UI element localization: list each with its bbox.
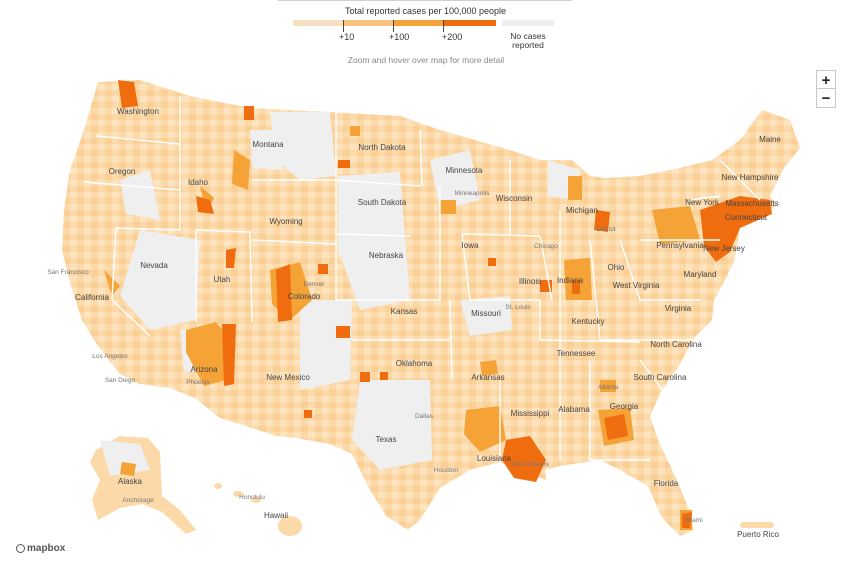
state-label-mississippi: Mississippi — [511, 409, 550, 418]
state-label-new-mexico: New Mexico — [266, 373, 310, 382]
state-label-california: California — [75, 293, 109, 302]
state-label-wyoming: Wyoming — [269, 217, 302, 226]
legend-tick-100 — [393, 20, 394, 32]
state-borders — [83, 96, 761, 470]
state-label-arkansas: Arkansas — [471, 373, 504, 382]
city-label-honolulu: Honolulu — [239, 494, 265, 501]
state-label-florida: Florida — [654, 479, 679, 488]
state-label-connecticut: Connecticut — [725, 213, 768, 222]
zoom-in-label: + — [821, 71, 831, 89]
city-label-chicago: Chicago — [534, 243, 558, 250]
legend-swatch-none — [502, 20, 554, 26]
state-label-puerto-rico: Puerto Rico — [737, 530, 779, 539]
state-label-virginia: Virginia — [665, 304, 692, 313]
mapbox-logo-icon — [16, 544, 25, 553]
state-label-tennessee: Tennessee — [557, 349, 596, 358]
city-label-denver: Denver — [304, 281, 326, 288]
city-label-houston: Houston — [434, 467, 459, 474]
legend-swatch-200 — [443, 20, 496, 26]
state-label-idaho: Idaho — [188, 178, 209, 187]
legend-label-10: +10 — [339, 32, 355, 42]
state-label-alaska: Alaska — [118, 477, 143, 486]
city-label-miami: Miami — [685, 517, 702, 524]
legend-title: Total reported cases per 100,000 people — [344, 6, 507, 16]
legend-swatch-low — [293, 20, 343, 26]
legend-label-100: +100 — [389, 32, 410, 42]
state-label-north-carolina: North Carolina — [650, 340, 702, 349]
city-label-atlanta: Atlanta — [598, 384, 619, 391]
state-label-texas: Texas — [376, 435, 397, 444]
state-label-south-carolina: South Carolina — [634, 373, 687, 382]
city-label-dallas: Dallas — [415, 413, 434, 420]
state-label-washington: Washington — [117, 107, 159, 116]
mapbox-attribution[interactable]: mapbox — [16, 543, 65, 554]
map-hint: Zoom and hover over map for more detail — [347, 55, 505, 65]
legend-swatch-100 — [393, 20, 443, 26]
state-label-north-dakota: North Dakota — [358, 143, 406, 152]
legend-swatch-10 — [343, 20, 393, 26]
city-label-minneapolis: Minneapolis — [455, 190, 490, 197]
city-label-san-francisco: San Francisco — [47, 269, 89, 276]
state-label-kansas: Kansas — [391, 307, 418, 316]
state-label-pennsylvania: Pennsylvania — [656, 241, 704, 250]
state-label-south-dakota: South Dakota — [358, 198, 407, 207]
hawaii-shape — [214, 483, 302, 536]
city-label-phoenix: Phoenix — [186, 379, 210, 386]
state-label-missouri: Missouri — [471, 309, 501, 318]
city-label-san-diego: San Diego — [105, 377, 136, 384]
state-label-michigan: Michigan — [566, 206, 598, 215]
state-label-new-hampshire: New Hampshire — [722, 173, 779, 182]
state-label-indiana: Indiana — [557, 276, 584, 285]
legend-tick-200 — [443, 20, 444, 32]
zoom-out-button[interactable]: − — [816, 88, 836, 108]
state-label-minnesota: Minnesota — [446, 166, 483, 175]
mapbox-logo-label: mapbox — [27, 543, 66, 554]
state-label-alabama: Alabama — [558, 405, 590, 414]
puerto-rico-shape — [740, 522, 774, 528]
city-label-los-angeles: Los Angeles — [92, 353, 128, 360]
state-label-west-virginia: West Virginia — [613, 281, 660, 290]
city-label-anchorage: Anchorage — [122, 497, 154, 504]
legend-no-cases-label: No cases reported — [510, 31, 546, 50]
city-label-new-orleans: New Orleans — [511, 461, 549, 468]
state-label-montana: Montana — [252, 140, 284, 149]
state-label-utah: Utah — [214, 275, 231, 284]
state-label-iowa: Iowa — [462, 241, 479, 250]
state-label-illinois: Illinois — [519, 277, 541, 286]
zoom-in-button[interactable]: + — [816, 70, 836, 90]
state-label-new-jersey: New Jersey — [703, 244, 745, 253]
state-label-new-york: New York — [685, 198, 720, 207]
state-label-louisiana: Louisiana — [477, 454, 512, 463]
no-case-regions — [100, 112, 580, 476]
state-label-kentucky: Kentucky — [572, 317, 605, 326]
zoom-out-label: − — [821, 89, 831, 107]
state-label-arizona: Arizona — [190, 365, 218, 374]
state-label-nevada: Nevada — [140, 261, 168, 270]
state-label-maine: Maine — [759, 135, 781, 144]
state-label-colorado: Colorado — [288, 292, 321, 301]
top-divider — [278, 0, 572, 1]
state-label-oklahoma: Oklahoma — [396, 359, 433, 368]
state-label-nebraska: Nebraska — [369, 251, 404, 260]
city-label-detroit: Detroit — [596, 226, 615, 233]
state-label-oregon: Oregon — [109, 167, 136, 176]
state-label-massachusetts: Massachusetts — [725, 199, 778, 208]
legend-tick-10 — [343, 20, 344, 32]
legend-label-200: +200 — [442, 32, 463, 42]
high-case-regions — [118, 80, 772, 528]
city-label-st-louis: St. Louis — [505, 304, 531, 311]
state-label-ohio: Ohio — [608, 263, 625, 272]
state-label-georgia: Georgia — [610, 402, 639, 411]
state-label-wisconsin: Wisconsin — [496, 194, 532, 203]
state-label-hawaii: Hawaii — [264, 511, 288, 520]
state-label-maryland: Maryland — [684, 270, 717, 279]
